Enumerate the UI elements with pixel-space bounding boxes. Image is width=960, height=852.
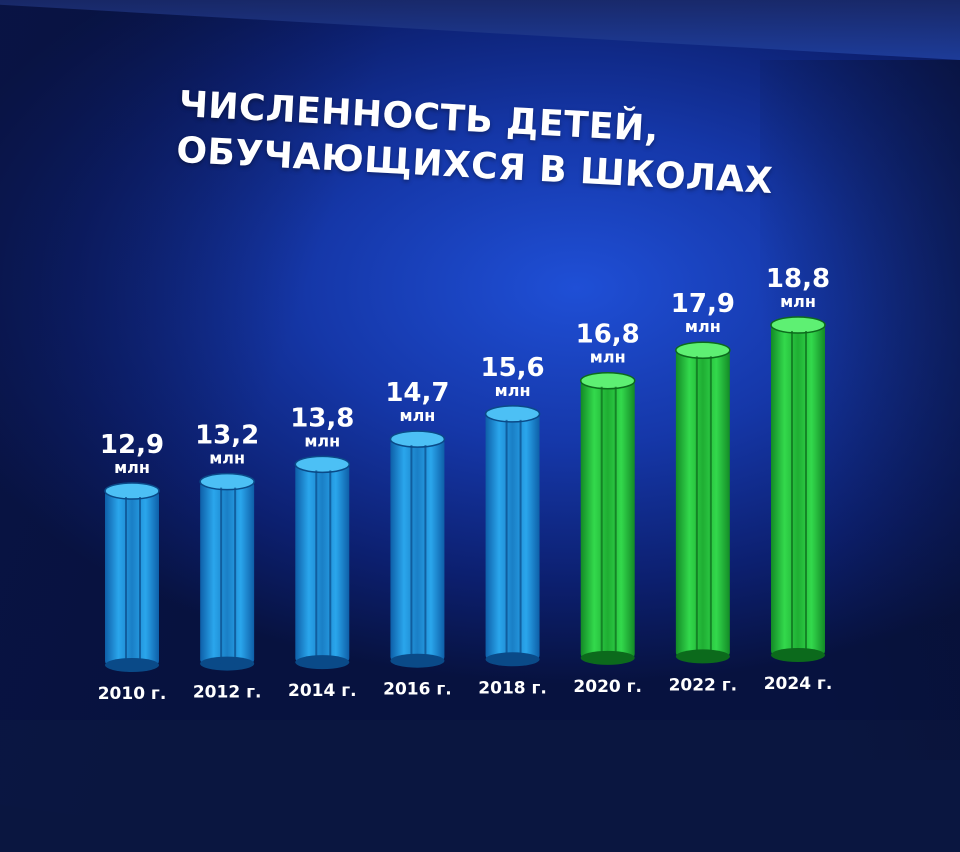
unit-label-3: млн xyxy=(399,406,435,425)
value-label-3: 14,7 xyxy=(385,378,449,408)
bar-5 xyxy=(579,371,636,665)
category-label-7: 2024 г. xyxy=(764,674,833,694)
unit-label-1: млн xyxy=(209,449,245,468)
value-label-5: 16,8 xyxy=(576,320,640,350)
bar-4 xyxy=(484,405,541,667)
bar-2 xyxy=(294,455,351,670)
value-label-2: 13,8 xyxy=(290,403,354,433)
value-label-1: 13,2 xyxy=(195,421,259,451)
bar-0 xyxy=(104,482,160,672)
bar-1 xyxy=(199,472,255,671)
bar-6 xyxy=(675,341,731,664)
value-label-4: 15,6 xyxy=(480,353,544,383)
category-label-0: 2010 г. xyxy=(98,684,167,704)
value-label-7: 18,8 xyxy=(766,264,830,294)
unit-label-2: млн xyxy=(304,431,340,450)
category-label-3: 2016 г. xyxy=(383,680,452,700)
unit-label-0: млн xyxy=(114,458,150,477)
category-label-4: 2018 г. xyxy=(478,678,547,698)
unit-label-5: млн xyxy=(590,348,626,367)
unit-label-6: млн xyxy=(685,317,721,336)
bar-3 xyxy=(389,430,446,668)
category-label-5: 2020 г. xyxy=(573,677,642,697)
unit-label-7: млн xyxy=(780,292,816,311)
unit-label-4: млн xyxy=(495,381,531,400)
value-label-6: 17,9 xyxy=(671,289,735,319)
category-label-6: 2022 г. xyxy=(669,675,738,695)
category-label-2: 2014 г. xyxy=(288,681,357,701)
value-label-0: 12,9 xyxy=(100,430,164,460)
category-label-1: 2012 г. xyxy=(193,683,262,703)
bar-7 xyxy=(770,316,826,662)
